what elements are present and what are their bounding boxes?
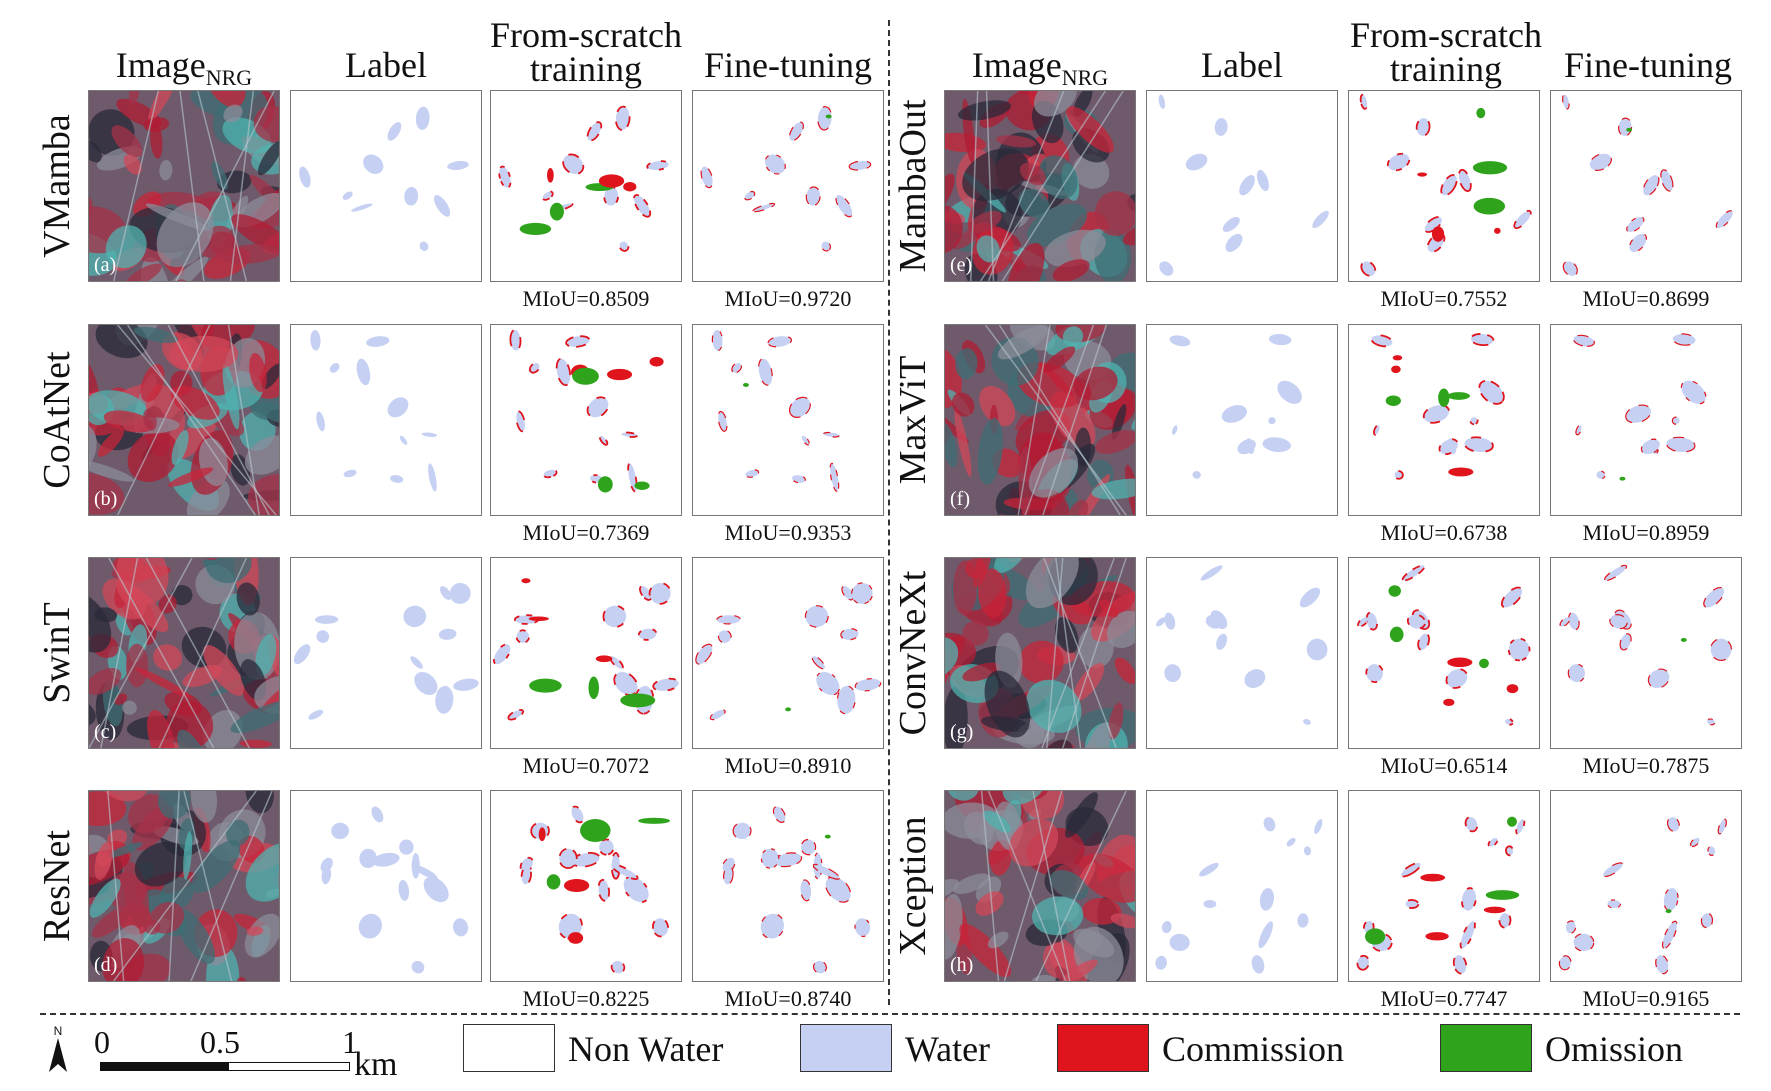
panel-scratch-resnet bbox=[490, 790, 682, 982]
legend-swatch-water bbox=[800, 1024, 892, 1072]
panel-letter: (e) bbox=[950, 254, 973, 276]
miou-finetune-coatnet: MIoU=0.9353 bbox=[724, 520, 852, 545]
header-label-right: Label bbox=[1201, 45, 1283, 85]
panel-finetune-xception bbox=[1550, 790, 1742, 982]
miou-scratch-xception: MIoU=0.7747 bbox=[1380, 986, 1508, 1011]
row-label-convnext: ConvNeXt bbox=[892, 570, 934, 736]
header-scratch-right: From-scratch training bbox=[1350, 15, 1542, 89]
scale-bar: 0 0.5 1 km bbox=[94, 1024, 398, 1083]
panel-image-maxvit: (f) bbox=[944, 324, 1136, 516]
miou-scratch-convnext: MIoU=0.6514 bbox=[1380, 753, 1508, 778]
header-finetune-left: Fine-tuning bbox=[704, 45, 872, 85]
miou-scratch-coatnet: MIoU=0.7369 bbox=[522, 520, 650, 545]
panel-label-convnext bbox=[1146, 557, 1338, 749]
panel-scratch-convnext bbox=[1348, 557, 1540, 749]
row-label-swint: SwinT bbox=[36, 602, 78, 704]
panel-label-maxvit bbox=[1146, 324, 1338, 516]
miou-scratch-vmamba: MIoU=0.8509 bbox=[522, 286, 650, 311]
panel-label-resnet bbox=[290, 790, 482, 982]
row-label-xception: Xception bbox=[892, 816, 934, 956]
legend-label-water: Water bbox=[905, 1029, 991, 1069]
header-image-right: ImageNRG bbox=[971, 45, 1109, 90]
legend-label-omission: Omission bbox=[1545, 1029, 1684, 1069]
row-label-mambaout: MambaOut bbox=[892, 99, 934, 273]
north-arrow: N bbox=[48, 1024, 68, 1074]
miou-finetune-mambaout: MIoU=0.8699 bbox=[1582, 286, 1710, 311]
miou-finetune-swint: MIoU=0.8910 bbox=[724, 753, 852, 778]
horizontal-divider bbox=[40, 1013, 1740, 1015]
vertical-divider bbox=[888, 20, 890, 1005]
legend-swatch-omission bbox=[1440, 1024, 1532, 1072]
panel-letter: (d) bbox=[94, 954, 118, 976]
panel-scratch-xception bbox=[1348, 790, 1540, 982]
miou-finetune-maxvit: MIoU=0.8959 bbox=[1582, 520, 1710, 545]
header-image-left: ImageNRG bbox=[115, 45, 253, 90]
row-label-maxvit: MaxViT bbox=[892, 355, 934, 485]
panel-finetune-resnet bbox=[692, 790, 884, 982]
panel-image-vmamba: (a) bbox=[88, 90, 280, 282]
panel-finetune-convnext bbox=[1550, 557, 1742, 749]
legend-swatch-commission bbox=[1057, 1024, 1149, 1072]
panel-image-swint: (c) bbox=[88, 557, 280, 749]
legend-label-commission: Commission bbox=[1162, 1029, 1345, 1069]
row-label-coatnet: CoAtNet bbox=[36, 351, 78, 489]
header-scratch-left: From-scratch training bbox=[490, 15, 682, 89]
panel-scratch-maxvit bbox=[1348, 324, 1540, 516]
panel-letter: (f) bbox=[950, 488, 970, 510]
row-label-vmamba: VMamba bbox=[36, 114, 78, 258]
panel-label-vmamba bbox=[290, 90, 482, 282]
panel-finetune-swint bbox=[692, 557, 884, 749]
header-label-left: Label bbox=[345, 45, 427, 85]
miou-scratch-maxvit: MIoU=0.6738 bbox=[1380, 520, 1508, 545]
miou-scratch-swint: MIoU=0.7072 bbox=[522, 753, 650, 778]
miou-finetune-resnet: MIoU=0.8740 bbox=[724, 986, 852, 1011]
panel-finetune-mambaout bbox=[1550, 90, 1742, 282]
header-finetune-right: Fine-tuning bbox=[1564, 45, 1732, 85]
miou-finetune-xception: MIoU=0.9165 bbox=[1582, 986, 1710, 1011]
panel-image-mambaout: (e) bbox=[944, 90, 1136, 282]
panel-image-convnext: (g) bbox=[944, 557, 1136, 749]
panel-finetune-coatnet bbox=[692, 324, 884, 516]
panel-image-xception: (h) bbox=[944, 790, 1136, 982]
panel-scratch-mambaout bbox=[1348, 90, 1540, 282]
panel-scratch-swint bbox=[490, 557, 682, 749]
miou-finetune-convnext: MIoU=0.7875 bbox=[1582, 753, 1710, 778]
panel-letter: (b) bbox=[94, 488, 118, 510]
panel-label-coatnet bbox=[290, 324, 482, 516]
panel-letter: (c) bbox=[94, 721, 117, 743]
miou-scratch-mambaout: MIoU=0.7552 bbox=[1380, 286, 1508, 311]
legend-swatch-non-water bbox=[463, 1024, 555, 1072]
panel-image-coatnet: (b) bbox=[88, 324, 280, 516]
panel-label-xception bbox=[1146, 790, 1338, 982]
miou-scratch-resnet: MIoU=0.8225 bbox=[522, 986, 650, 1011]
panel-letter: (a) bbox=[94, 254, 117, 276]
panel-scratch-vmamba bbox=[490, 90, 682, 282]
panel-finetune-vmamba bbox=[692, 90, 884, 282]
panel-scratch-coatnet bbox=[490, 324, 682, 516]
legend-label-non-water: Non Water bbox=[568, 1029, 724, 1069]
miou-finetune-vmamba: MIoU=0.9720 bbox=[724, 286, 852, 311]
row-label-resnet: ResNet bbox=[36, 830, 78, 942]
panel-letter: (g) bbox=[950, 721, 974, 743]
panel-image-resnet: (d) bbox=[88, 790, 280, 982]
panel-finetune-maxvit bbox=[1550, 324, 1742, 516]
panel-letter: (h) bbox=[950, 954, 974, 976]
panel-label-mambaout bbox=[1146, 90, 1338, 282]
panel-label-swint bbox=[290, 557, 482, 749]
